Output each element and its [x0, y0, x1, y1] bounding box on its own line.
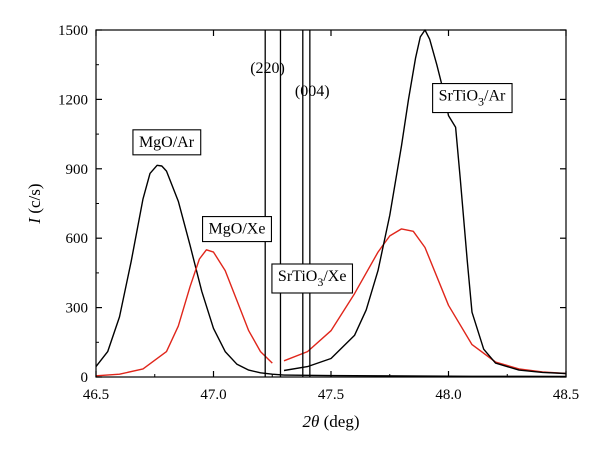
annotation-box: SrTiO3/Xe — [271, 263, 354, 294]
y-axis-symbol: I — [25, 217, 44, 225]
curves-layer — [95, 29, 567, 378]
annotation-box: MgO/Xe — [202, 216, 272, 243]
y-axis-ticks: 0 300 600 900 1200 1500 — [58, 23, 566, 386]
reference-lines-layer — [264, 30, 311, 377]
annotation-text: MgO/Xe — [209, 221, 266, 238]
annotation-frame — [432, 83, 513, 114]
y-axis-unit: (c/s) — [25, 183, 44, 213]
series-line-4 — [283, 29, 567, 375]
reference-labels-layer: (220) (004) — [250, 60, 329, 100]
x-tick-label: 46.5 — [83, 387, 109, 403]
y-tick-label: 600 — [66, 231, 89, 247]
annotation-text: MgO/Ar — [139, 134, 195, 151]
y-tick-label: 300 — [66, 301, 89, 317]
reference-label: (220) — [250, 60, 285, 77]
annotation-frame — [132, 129, 202, 156]
reference-label: (004) — [295, 83, 330, 100]
series-line-5 — [283, 374, 567, 378]
annotation-box: SrTiO3/Ar — [432, 83, 513, 114]
x-axis-title: 2θ (deg) — [303, 412, 360, 431]
annotation-frame — [271, 263, 354, 294]
series-line-2 — [95, 249, 273, 377]
annotation-frame — [202, 216, 272, 243]
series-line-3 — [283, 228, 567, 375]
y-tick-label: 0 — [81, 370, 89, 386]
annotation-text: SrTiO3/Ar — [439, 88, 506, 109]
y-tick-label: 1200 — [58, 92, 88, 108]
x-tick-label: 48.0 — [435, 387, 461, 403]
annotation-box: MgO/Ar — [132, 129, 202, 156]
x-axis-unit: (deg) — [324, 412, 360, 431]
x-tick-label: 47.0 — [200, 387, 226, 403]
y-tick-label: 1500 — [58, 23, 88, 39]
annotation-text: SrTiO3/Xe — [278, 268, 347, 289]
x-axis-ticks: 46.5 47.0 47.5 48.0 48.5 — [83, 30, 579, 403]
x-tick-label: 48.5 — [553, 387, 579, 403]
y-tick-label: 900 — [66, 162, 89, 178]
x-axis-symbol: 2θ — [303, 412, 320, 431]
series-line-1 — [95, 164, 285, 376]
y-axis-title: I (c/s) — [25, 183, 44, 224]
plot-frame — [95, 29, 567, 378]
x-tick-label: 47.5 — [318, 387, 344, 403]
annotations-layer: MgO/Ar MgO/Xe SrTiO3/Xe SrTiO3/Ar — [132, 83, 513, 294]
